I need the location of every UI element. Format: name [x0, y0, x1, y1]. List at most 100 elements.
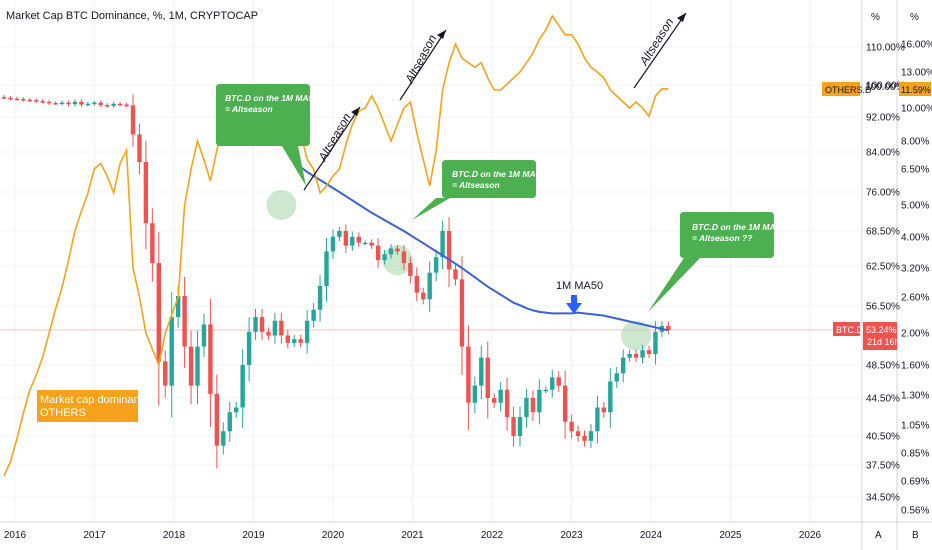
candle[interactable] [227, 401, 232, 442]
candle[interactable] [298, 334, 303, 348]
candle[interactable] [304, 310, 310, 354]
candle[interactable] [66, 100, 71, 107]
candle[interactable] [421, 287, 426, 305]
candle[interactable] [666, 321, 671, 335]
candle[interactable] [582, 430, 587, 447]
candle[interactable] [221, 422, 226, 455]
candle[interactable] [85, 101, 91, 107]
candle[interactable] [543, 386, 548, 394]
candle[interactable] [272, 312, 278, 344]
candle[interactable] [234, 402, 239, 418]
candle[interactable] [72, 99, 78, 107]
candle[interactable] [143, 140, 149, 250]
candle[interactable] [562, 370, 568, 439]
candle[interactable] [433, 249, 439, 282]
candle[interactable] [21, 97, 26, 102]
x-axis-ticks[interactable]: 2016 2017 2018 2019 2020 2021 2022 2023 2024 2025… [4, 530, 822, 541]
candle[interactable] [633, 349, 639, 362]
candle[interactable] [537, 379, 542, 425]
candle[interactable] [130, 94, 136, 147]
candle[interactable] [259, 308, 265, 340]
candle[interactable] [524, 388, 529, 428]
candle[interactable] [292, 334, 297, 348]
candle[interactable] [117, 101, 123, 107]
candle[interactable] [440, 220, 445, 270]
candle[interactable] [492, 393, 497, 409]
candle[interactable] [369, 239, 374, 249]
candle[interactable] [382, 249, 387, 265]
candle[interactable] [163, 350, 168, 398]
candle[interactable] [550, 369, 555, 398]
candle[interactable] [79, 99, 84, 108]
candle[interactable] [388, 244, 394, 259]
candle[interactable] [408, 256, 413, 284]
candle[interactable] [608, 368, 613, 428]
candle[interactable] [485, 341, 490, 419]
candle[interactable] [356, 232, 361, 248]
candle[interactable] [511, 406, 516, 447]
candle[interactable] [111, 101, 116, 109]
candle[interactable] [446, 217, 452, 288]
candle[interactable] [395, 245, 400, 255]
candle[interactable] [246, 317, 252, 382]
candle[interactable] [330, 229, 336, 259]
candle[interactable] [517, 406, 523, 447]
candle[interactable] [621, 349, 626, 383]
ma50-line[interactable] [293, 161, 669, 332]
candle[interactable] [472, 376, 478, 414]
candle[interactable] [504, 377, 510, 431]
btc-dominance-candles[interactable] [1, 94, 671, 469]
candle[interactable] [188, 330, 194, 405]
candle[interactable] [317, 275, 323, 322]
candle[interactable] [414, 267, 419, 302]
candle[interactable] [614, 367, 619, 388]
candle[interactable] [530, 390, 536, 422]
candle[interactable] [253, 308, 258, 340]
candle[interactable] [150, 208, 155, 282]
y-axis-ticks-left[interactable]: 110.00% 100.00% 92.00% 84.00% 76.00% 68.50% 62… [866, 43, 906, 504]
candle[interactable] [53, 101, 58, 106]
candle[interactable] [588, 424, 594, 449]
candle[interactable] [646, 346, 652, 359]
candle[interactable] [556, 371, 561, 392]
candle[interactable] [363, 240, 368, 245]
candle[interactable] [459, 255, 465, 376]
candle[interactable] [279, 312, 284, 344]
candle[interactable] [92, 100, 97, 106]
candle[interactable] [105, 103, 110, 108]
candle[interactable] [201, 313, 207, 358]
candle[interactable] [601, 402, 607, 418]
candle[interactable] [46, 99, 52, 106]
others-dominance-line[interactable] [3, 14, 669, 477]
candle[interactable] [343, 224, 349, 254]
candle[interactable] [1, 95, 7, 100]
candle[interactable] [575, 425, 581, 442]
candle[interactable] [27, 98, 32, 102]
candle[interactable] [266, 327, 271, 340]
candle[interactable] [324, 237, 329, 302]
candle[interactable] [640, 344, 645, 364]
candle[interactable] [453, 263, 458, 286]
candle[interactable] [182, 277, 187, 368]
candle[interactable] [40, 99, 45, 104]
candle[interactable] [498, 382, 503, 412]
candle[interactable] [98, 100, 103, 108]
candle[interactable] [156, 232, 161, 406]
candle[interactable] [14, 96, 20, 101]
candle[interactable] [627, 349, 632, 362]
candle[interactable] [195, 330, 200, 405]
candle[interactable] [137, 123, 142, 175]
candle[interactable] [214, 374, 220, 469]
candle[interactable] [208, 299, 213, 427]
candle[interactable] [311, 303, 316, 328]
candle[interactable] [375, 238, 381, 268]
candle[interactable] [337, 227, 342, 242]
y-axis-ticks-right[interactable]: 16.00% 13.00% 10.00% 8.00% 6.50% 5.00% 4.00% 3.… [901, 40, 932, 517]
candle[interactable] [8, 95, 13, 101]
candle[interactable] [124, 102, 129, 108]
candle[interactable] [350, 231, 355, 251]
candle[interactable] [401, 245, 407, 270]
candle[interactable] [427, 261, 432, 312]
candle[interactable] [59, 100, 65, 106]
